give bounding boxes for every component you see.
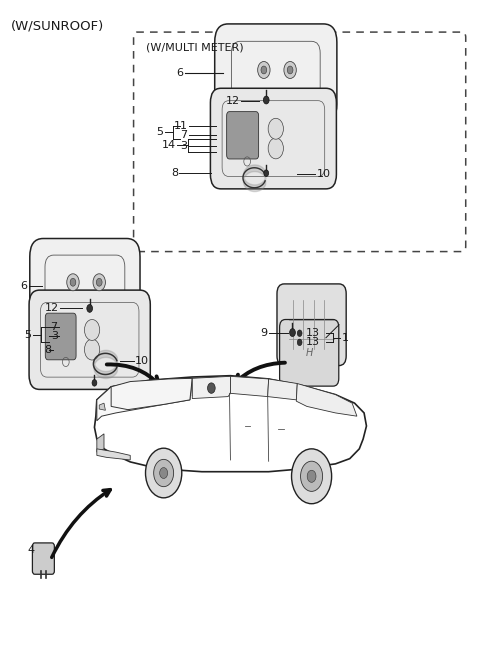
- Circle shape: [261, 66, 267, 74]
- Text: 8: 8: [44, 344, 51, 354]
- Text: (W/MULTI METER): (W/MULTI METER): [146, 43, 244, 52]
- FancyBboxPatch shape: [29, 290, 150, 390]
- Circle shape: [284, 62, 296, 79]
- Text: H: H: [305, 348, 313, 358]
- FancyBboxPatch shape: [280, 319, 339, 386]
- Text: 7: 7: [50, 321, 58, 332]
- Circle shape: [207, 383, 215, 394]
- Text: 3: 3: [180, 142, 188, 152]
- Circle shape: [297, 339, 302, 346]
- Circle shape: [258, 62, 270, 79]
- Circle shape: [154, 459, 174, 487]
- Circle shape: [87, 304, 93, 312]
- Circle shape: [268, 118, 283, 139]
- Text: 1: 1: [342, 333, 348, 343]
- Text: 6: 6: [21, 281, 28, 291]
- Circle shape: [84, 339, 100, 360]
- Text: 12: 12: [226, 96, 240, 106]
- Text: 7: 7: [180, 131, 188, 140]
- Circle shape: [96, 278, 102, 286]
- Circle shape: [84, 319, 100, 340]
- Text: 13: 13: [306, 337, 320, 348]
- Circle shape: [92, 380, 97, 386]
- Circle shape: [93, 274, 106, 291]
- Circle shape: [307, 470, 316, 482]
- Polygon shape: [296, 384, 357, 416]
- Text: 10: 10: [135, 356, 149, 365]
- Circle shape: [297, 330, 302, 337]
- FancyBboxPatch shape: [33, 543, 54, 574]
- Circle shape: [289, 329, 295, 337]
- Circle shape: [287, 66, 293, 74]
- Polygon shape: [97, 449, 130, 460]
- Polygon shape: [268, 379, 297, 400]
- Circle shape: [70, 278, 76, 286]
- FancyBboxPatch shape: [210, 89, 336, 189]
- Text: 13: 13: [306, 328, 320, 338]
- Text: 3: 3: [51, 331, 58, 341]
- Text: (W/SUNROOF): (W/SUNROOF): [11, 20, 104, 33]
- Circle shape: [291, 449, 332, 504]
- Text: 6: 6: [177, 68, 184, 78]
- Circle shape: [300, 461, 323, 491]
- Circle shape: [264, 170, 269, 176]
- Text: 9: 9: [261, 328, 268, 338]
- Polygon shape: [192, 377, 230, 399]
- Circle shape: [268, 138, 283, 159]
- FancyBboxPatch shape: [227, 112, 259, 159]
- FancyBboxPatch shape: [45, 313, 76, 359]
- FancyBboxPatch shape: [277, 284, 346, 365]
- Polygon shape: [97, 379, 192, 420]
- Text: 11: 11: [173, 121, 188, 131]
- Circle shape: [160, 468, 168, 478]
- Polygon shape: [97, 434, 104, 452]
- Circle shape: [145, 448, 182, 498]
- FancyBboxPatch shape: [215, 24, 337, 123]
- Text: 4: 4: [28, 545, 35, 555]
- Polygon shape: [230, 377, 269, 397]
- Text: 12: 12: [45, 304, 59, 314]
- Polygon shape: [111, 379, 192, 409]
- Circle shape: [67, 274, 79, 291]
- Text: 5: 5: [156, 127, 164, 137]
- FancyBboxPatch shape: [30, 239, 140, 333]
- Polygon shape: [192, 377, 230, 396]
- Text: 14: 14: [161, 140, 176, 150]
- Polygon shape: [99, 403, 106, 410]
- Circle shape: [264, 96, 269, 104]
- Text: 5: 5: [24, 329, 32, 340]
- Text: 10: 10: [316, 169, 330, 179]
- Text: 8: 8: [171, 167, 178, 178]
